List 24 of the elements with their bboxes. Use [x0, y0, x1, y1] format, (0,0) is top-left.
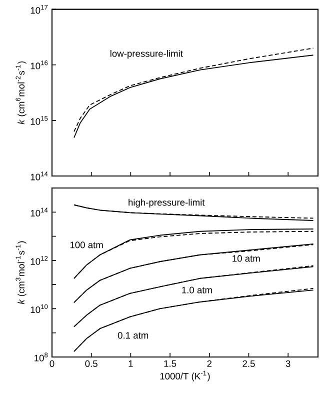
y-tick-label: 10$^{16}$: [30, 60, 48, 70]
y-tick-label: 10$^{12}$: [30, 256, 48, 265]
x-tick-label: 0.5: [85, 360, 98, 367]
x-tick-label: 2.5: [242, 360, 255, 367]
y-axis-title: k (cm$^{6}$mol$^{-2}$s$^{-1}$): [16, 61, 26, 124]
x-axis-title: 1000/T (K$^{-1}$): [160, 370, 210, 382]
x-tick-label: 1.5: [164, 360, 176, 367]
y-tick-label: 10$^{15}$: [30, 116, 48, 125]
annotation: 0.1 atm: [118, 332, 148, 339]
x-tick-label: 2: [207, 360, 212, 367]
x-tick-label: 0: [50, 360, 54, 367]
annotation: low-pressure-limit: [110, 50, 183, 59]
y-tick-label: 10$^{10}$: [30, 304, 48, 314]
y-tick-label: 10$^{8}$: [34, 352, 48, 362]
annotation: 10 atm: [232, 255, 260, 262]
annotation: high-pressure-limit: [128, 198, 205, 208]
y-tick-label: 10$^{14}$: [30, 208, 48, 216]
y-axis-title: k (cm$^{3}$mol$^{-1}$s$^{-1}$): [16, 241, 26, 304]
y-tick-label: 10$^{17}$: [30, 4, 48, 14]
x-tick-label: 1: [128, 360, 133, 367]
y-tick-label: 10$^{14}$: [30, 172, 48, 180]
annotation: 100 atm: [70, 242, 103, 248]
annotation: 1.0 atm: [182, 286, 212, 294]
x-tick-label: 3: [286, 360, 290, 367]
